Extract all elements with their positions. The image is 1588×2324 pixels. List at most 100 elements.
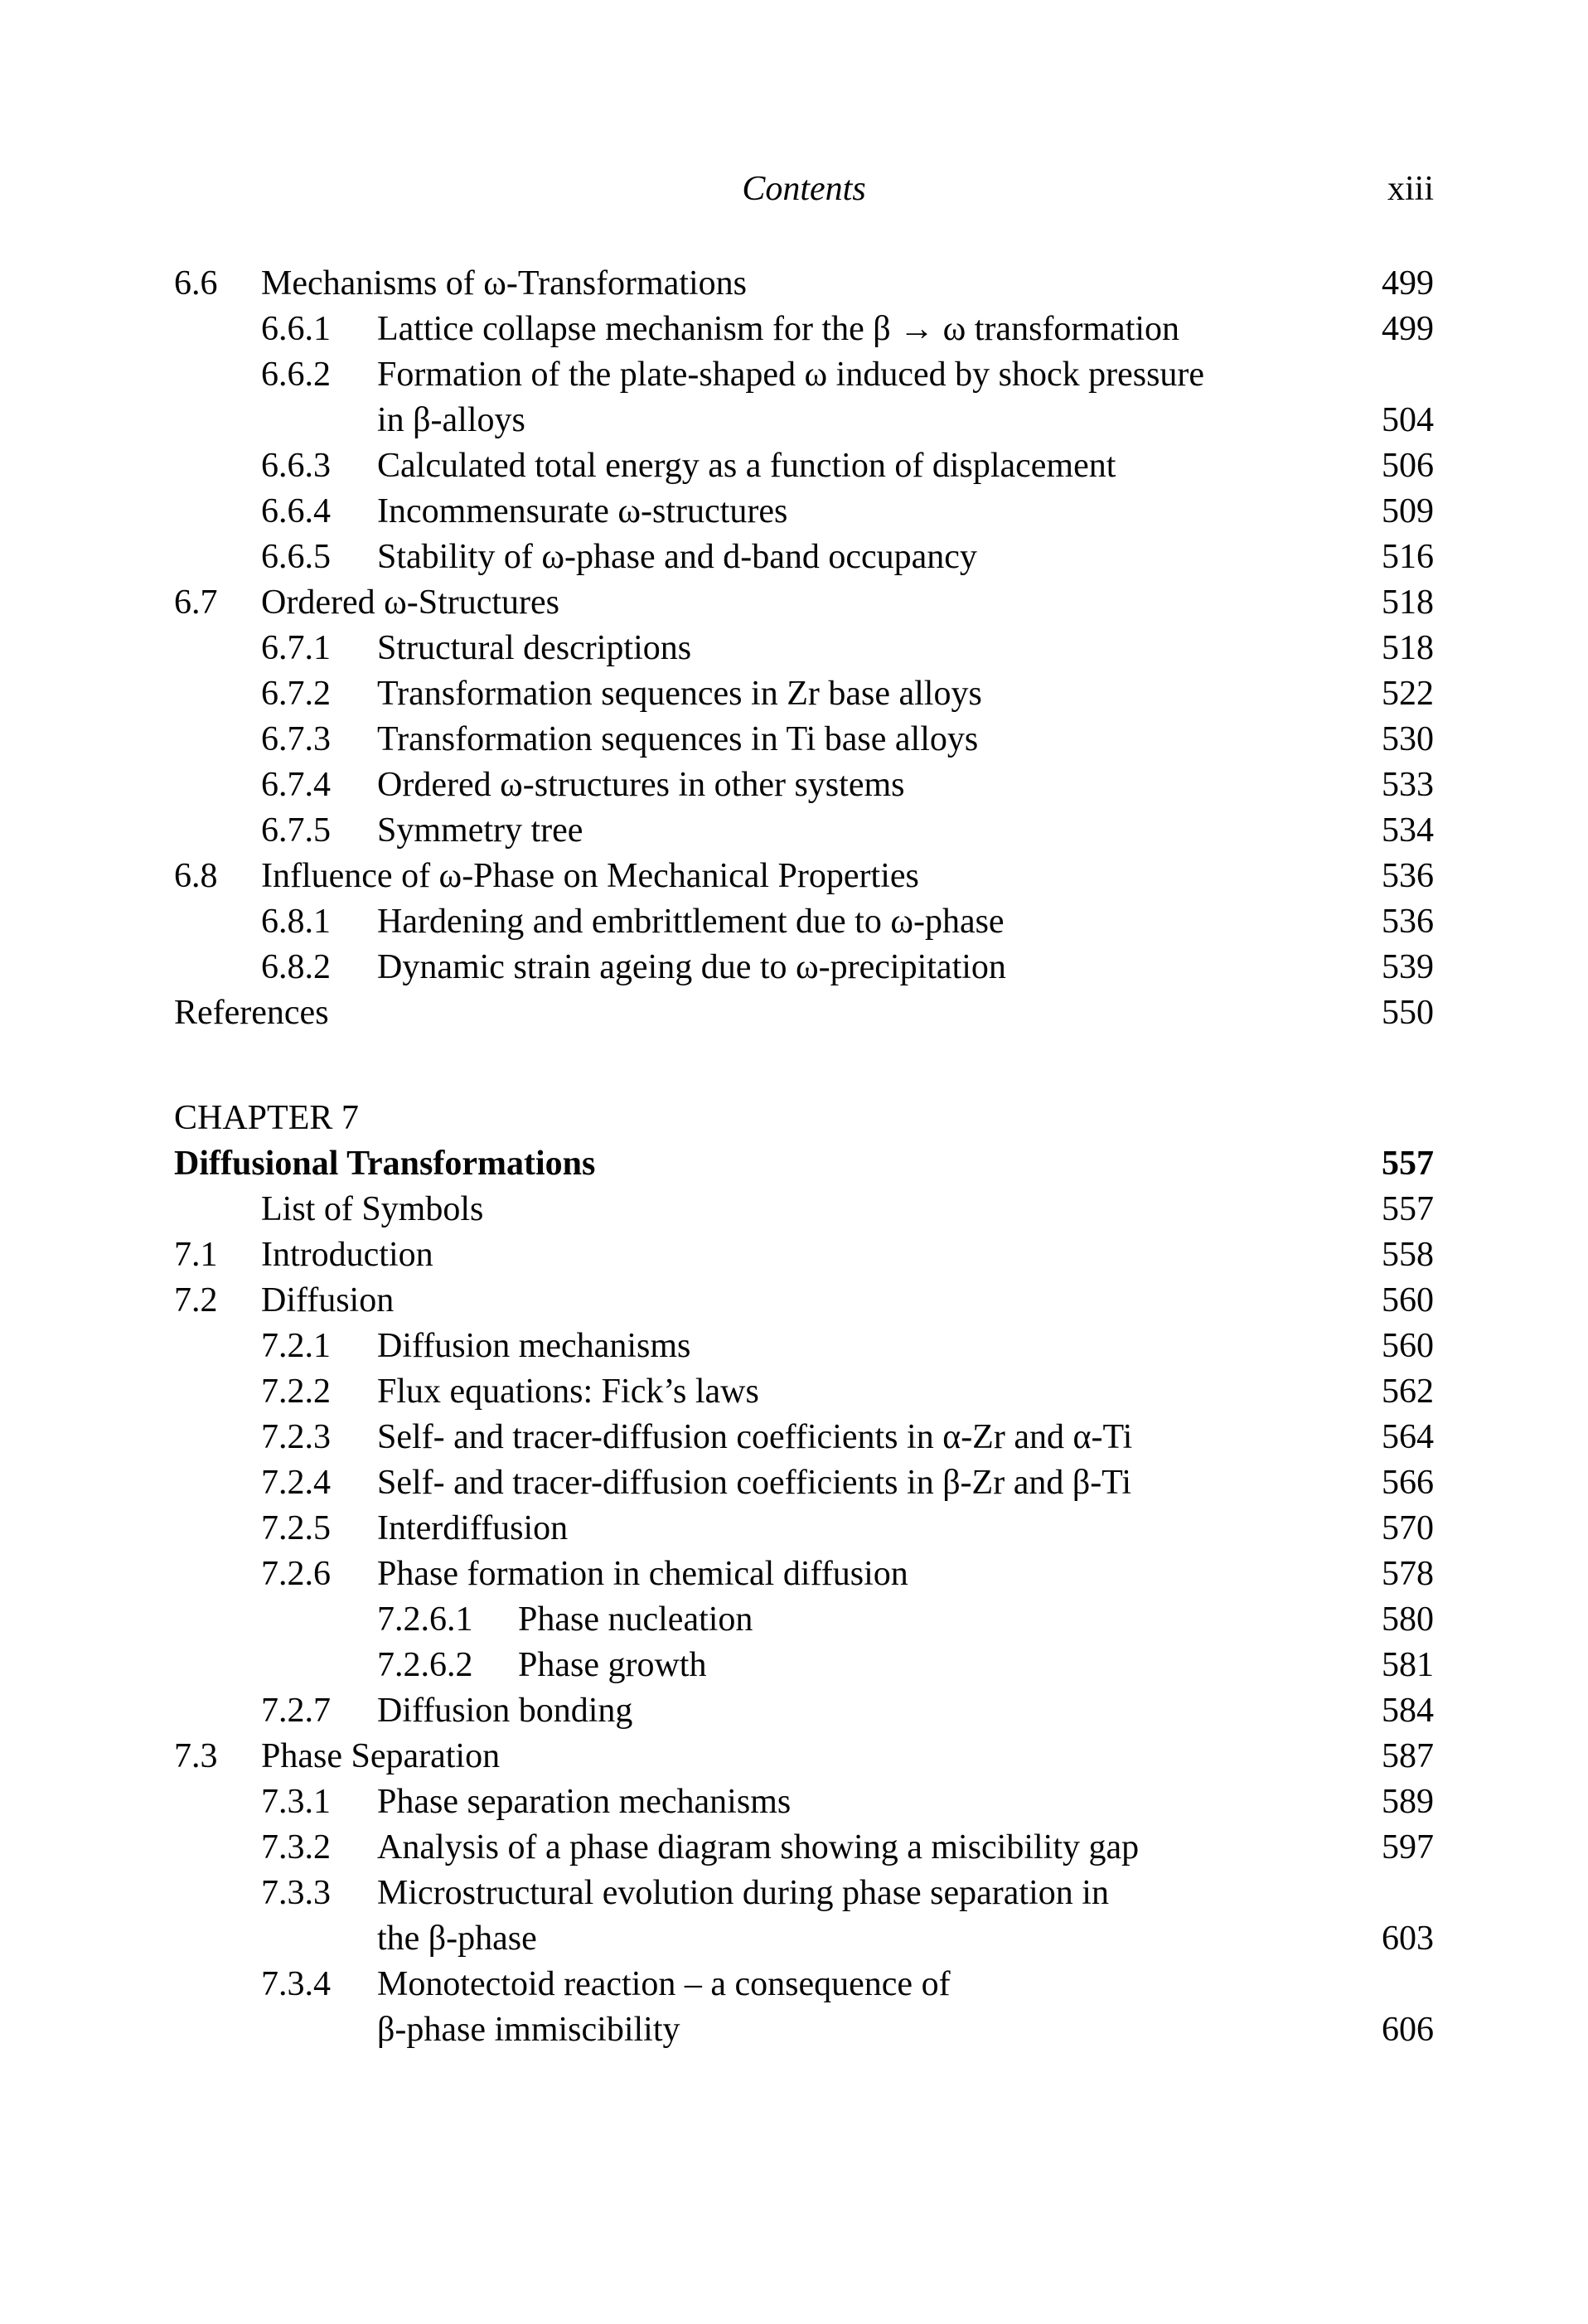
toc-entry-number: 6.8.1 [261, 903, 331, 941]
toc-entry-title-line: Analysis of a phase diagram showing a mi… [377, 1828, 1140, 1866]
toc-entry-title-line: Introduction [261, 1236, 433, 1274]
table-of-contents: 6.6 Mechanisms of ω-Transformations 499 … [174, 261, 1434, 2053]
toc-entry-page: 584 [1382, 1692, 1434, 1730]
toc-entry-number: 6.7.4 [261, 766, 331, 804]
toc-entry-title-line: Structural descriptions [377, 629, 692, 667]
toc-entry-title: Diffusional Transformations [174, 1141, 1334, 1187]
toc-entry-title-line: Diffusion bonding [377, 1692, 633, 1730]
toc-entry-title: Symmetry tree [377, 808, 1334, 854]
toc-entry: 7.2.5 Interdiffusion 570 [174, 1506, 1434, 1552]
toc-entry-page: 530 [1382, 720, 1434, 758]
toc-entry: 7.2.4 Self- and tracer-diffusion coeffic… [174, 1460, 1434, 1506]
toc-entry-title: Self- and tracer-diffusion coefficients … [377, 1460, 1334, 1506]
toc-entry: 6.7.1 Structural descriptions 518 [174, 626, 1434, 671]
toc-entry-title: Introduction [261, 1232, 1334, 1278]
toc-entry-page: 562 [1382, 1373, 1434, 1411]
toc-entry-title-line: Microstructural evolution during phase s… [377, 1874, 1109, 1912]
page-number-folio: xiii [1387, 170, 1434, 208]
toc-entry-page: 533 [1382, 766, 1434, 804]
toc-entry-title-line: Flux equations: Fick’s laws [377, 1373, 759, 1411]
toc-entry-title-line: Diffusional Transformations [174, 1145, 596, 1183]
toc-entry-page: 516 [1382, 538, 1434, 576]
toc-entry-page: 560 [1382, 1281, 1434, 1319]
toc-entry-number: 6.6.5 [261, 538, 331, 576]
toc-entry: 6.7.4 Ordered ω-structures in other syst… [174, 763, 1434, 808]
toc-entry: 7.1 Introduction 558 [174, 1232, 1434, 1278]
toc-entry-title: Transformation sequences in Zr base allo… [377, 671, 1334, 717]
toc-entry-number: 7.2.4 [261, 1464, 331, 1502]
toc-entry-title-line: References [174, 994, 329, 1032]
toc-entry-title-line: Symmetry tree [377, 811, 583, 850]
toc-entry: 7.3.4 Monotectoid reaction – a consequen… [174, 1962, 1434, 2053]
toc-entry-title-line: Phase separation mechanisms [377, 1783, 792, 1821]
toc-entry-title-line: Transformation sequences in Ti base allo… [377, 720, 979, 758]
toc-entry-title: Lattice collapse mechanism for the β → ω… [377, 307, 1334, 352]
toc-entry: 7.2.6.2 Phase growth 581 [174, 1643, 1434, 1688]
toc-entry-page: 499 [1382, 310, 1434, 348]
toc-entry-title: Flux equations: Fick’s laws [377, 1369, 1334, 1415]
toc-entry-title-line: Formation of the plate-shaped ω induced … [377, 356, 1205, 394]
toc-entry-title: References [174, 990, 1334, 1036]
toc-entry-number: 6.8.2 [261, 948, 331, 986]
toc-entry-page: 550 [1382, 994, 1434, 1032]
toc-entry-title: Diffusion mechanisms [377, 1324, 1334, 1369]
toc-entry-number: 6.6.1 [261, 310, 331, 348]
toc-entry: 6.6.5 Stability of ω-phase and d-band oc… [174, 535, 1434, 580]
toc-entry-title: Influence of ω-Phase on Mechanical Prope… [261, 854, 1334, 899]
toc-entry: 6.6.3 Calculated total energy as a funct… [174, 443, 1434, 489]
toc-entry-page: 557 [1382, 1190, 1434, 1228]
toc-entry-title-line: Stability of ω-phase and d-band occupanc… [377, 538, 977, 576]
toc-entry-title: Microstructural evolution during phase s… [377, 1871, 1334, 1962]
toc-entry: 6.6.1 Lattice collapse mechanism for the… [174, 307, 1434, 352]
toc-entry-title-line: Mechanisms of ω-Transformations [261, 264, 748, 303]
toc-entry-title: Phase formation in chemical diffusion [377, 1552, 1334, 1597]
toc-entry-number: 7.3 [174, 1737, 218, 1775]
toc-entry: 6.8 Influence of ω-Phase on Mechanical P… [174, 854, 1434, 899]
toc-entry-page: 534 [1382, 811, 1434, 850]
toc-entry-title-line: Influence of ω-Phase on Mechanical Prope… [261, 857, 919, 895]
toc-entry-number: 6.7.3 [261, 720, 331, 758]
toc-entry-title: CHAPTER 7 [174, 1096, 1334, 1141]
toc-entry: 7.2.6 Phase formation in chemical diffus… [174, 1552, 1434, 1597]
toc-entry-number: 6.7.1 [261, 629, 331, 667]
toc-entry: References 550 [174, 990, 1434, 1036]
toc-entry-title: Calculated total energy as a function of… [377, 443, 1334, 489]
toc-entry: 6.7.5 Symmetry tree 534 [174, 808, 1434, 854]
toc-entry-page: 518 [1382, 629, 1434, 667]
toc-entry-title: Phase Separation [261, 1734, 1334, 1779]
toc-entry-title-line: Self- and tracer-diffusion coefficients … [377, 1418, 1133, 1456]
toc-entry-title: Diffusion bonding [377, 1688, 1334, 1734]
toc-entry-title-line: Diffusion [261, 1281, 395, 1319]
toc-entry-number: 7.3.3 [261, 1874, 331, 1912]
toc-entry-page: 509 [1382, 492, 1434, 530]
toc-entry-title: Dynamic strain ageing due to ω-precipita… [377, 945, 1334, 990]
toc-entry-number: 7.1 [174, 1236, 218, 1274]
toc-entry-page: 499 [1382, 264, 1434, 303]
toc-entry-title: Ordered ω-structures in other systems [377, 763, 1334, 808]
toc-entry-number: 7.3.2 [261, 1828, 331, 1866]
toc-entry-title-line: Interdiffusion [377, 1509, 569, 1547]
toc-entry-title-line: Ordered ω-structures in other systems [377, 766, 905, 804]
toc-entry-page: 557 [1382, 1145, 1434, 1183]
toc-entry-page: 564 [1382, 1418, 1434, 1456]
toc-entry-number: 7.2.7 [261, 1692, 331, 1730]
toc-entry-title: Interdiffusion [377, 1506, 1334, 1552]
toc-entry-title: Stability of ω-phase and d-band occupanc… [377, 535, 1334, 580]
toc-entry-title: Structural descriptions [377, 626, 1334, 671]
toc-entry: 6.6.4 Incommensurate ω-structures 509 [174, 489, 1434, 535]
toc-entry-page: 558 [1382, 1236, 1434, 1274]
toc-entry: 7.2.2 Flux equations: Fick’s laws 562 [174, 1369, 1434, 1415]
toc-entry-number: 7.3.4 [261, 1965, 331, 2003]
toc-entry-number: 7.2.1 [261, 1327, 331, 1365]
toc-entry-page: 570 [1382, 1509, 1434, 1547]
toc-entry-title-line: Incommensurate ω-structures [377, 492, 788, 530]
toc-entry-title-line: the β-phase [377, 1920, 537, 1958]
toc-entry-title-line: Phase growth [518, 1646, 707, 1684]
toc-entry-number: 6.8 [174, 857, 218, 895]
toc-entry-page: 587 [1382, 1737, 1434, 1775]
toc-entry-title-line: Self- and tracer-diffusion coefficients … [377, 1464, 1132, 1502]
toc-entry-page: 580 [1382, 1600, 1434, 1639]
toc-entry-title-line: Ordered ω-Structures [261, 583, 560, 622]
toc-entry-title-line: Phase formation in chemical diffusion [377, 1555, 908, 1593]
toc-entry-title: Phase growth [518, 1643, 1334, 1688]
